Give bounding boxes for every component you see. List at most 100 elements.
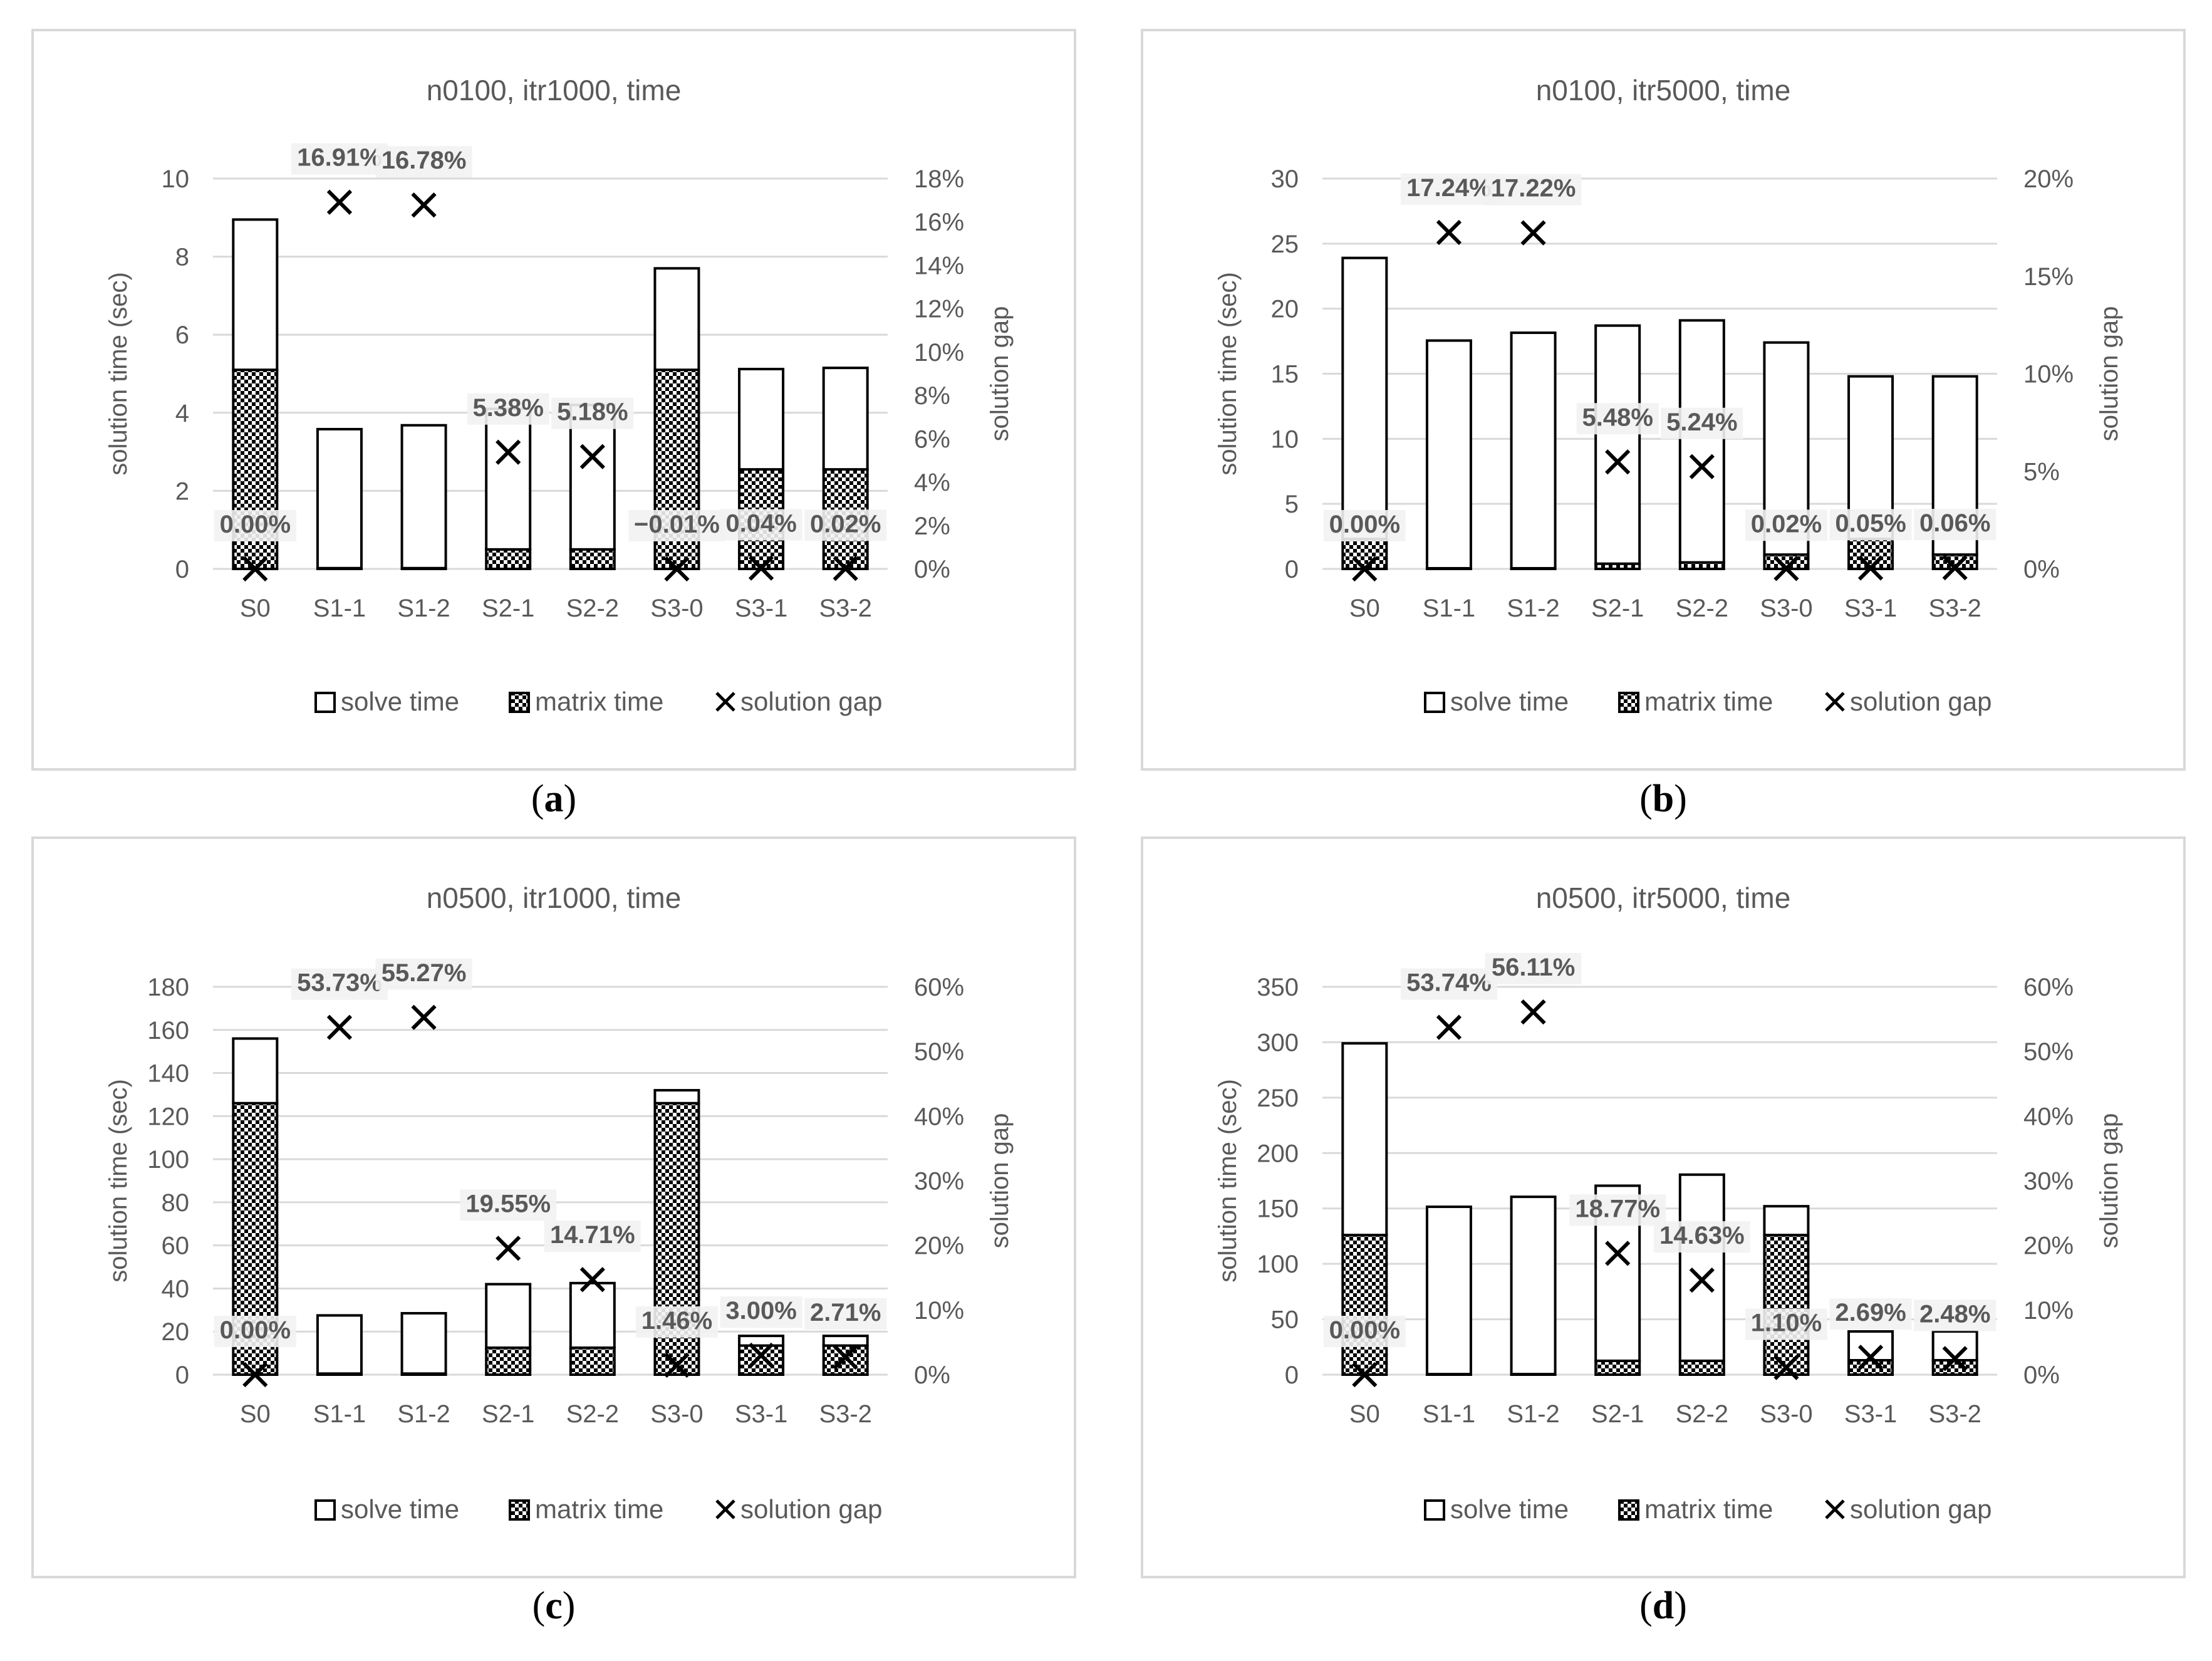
y-tick-label: 140 bbox=[147, 1060, 189, 1088]
legend-matrix-label: matrix time bbox=[1644, 1494, 1773, 1524]
gap-data-label: 5.24% bbox=[1666, 409, 1737, 436]
y2-tick-label: 0% bbox=[2023, 1362, 2060, 1389]
x-tick-label: S1-1 bbox=[1423, 595, 1476, 622]
legend-solve-swatch bbox=[314, 1499, 336, 1521]
bar-matrix-time bbox=[1594, 1359, 1641, 1376]
gap-marker bbox=[833, 1344, 858, 1370]
gap-data-label: 0.00% bbox=[220, 1316, 291, 1344]
bar-solve-time bbox=[653, 1089, 700, 1105]
legend-matrix-label: matrix time bbox=[535, 1494, 663, 1524]
y-tick-label: 0 bbox=[1285, 556, 1299, 583]
y2-tick-label: 5% bbox=[2023, 458, 2060, 486]
x-tick-label: S3-2 bbox=[819, 595, 872, 622]
y2-axis-title: solution gap bbox=[2095, 306, 2123, 442]
y2-tick-label: 50% bbox=[2023, 1038, 2074, 1066]
x-tick-label: S3-0 bbox=[650, 1400, 704, 1428]
y2-tick-label: 30% bbox=[2023, 1168, 2074, 1195]
chart-title: n0100, itr1000, time bbox=[427, 74, 682, 107]
y2-tick-label: 50% bbox=[914, 1038, 964, 1066]
caption-open-paren: ( bbox=[532, 1585, 546, 1627]
y-tick-label: 200 bbox=[1257, 1140, 1299, 1167]
gap-marker bbox=[1436, 219, 1462, 246]
x-tick-label: S2-1 bbox=[482, 595, 535, 622]
gap-marker bbox=[833, 556, 858, 581]
x-tick-label: S2-1 bbox=[482, 1400, 535, 1428]
legend-solve-label: solve time bbox=[341, 1494, 459, 1524]
caption-close-paren: ) bbox=[563, 1585, 576, 1627]
legend-gap-marker bbox=[715, 1499, 735, 1519]
y2-axis-title: solution gap bbox=[986, 1113, 1014, 1249]
gap-data-label: 14.71% bbox=[550, 1221, 635, 1249]
gap-label-box bbox=[1323, 1316, 1406, 1347]
legend-matrix-label: matrix time bbox=[1644, 687, 1773, 716]
gap-label-box bbox=[467, 393, 549, 425]
bar-matrix-time bbox=[738, 1344, 785, 1376]
x-tick-label: S3-0 bbox=[1760, 595, 1813, 622]
x-tick-label: S3-2 bbox=[1928, 595, 1981, 622]
gap-label-box bbox=[1745, 1308, 1827, 1340]
x-tick-label: S3-2 bbox=[1928, 1400, 1981, 1428]
gap-marker bbox=[1942, 1346, 1968, 1372]
gap-label-box bbox=[1653, 1221, 1750, 1253]
x-tick-label: S2-2 bbox=[566, 595, 620, 622]
bar-solve-time bbox=[400, 1311, 447, 1375]
y2-tick-label: 0% bbox=[914, 1362, 950, 1389]
gap-data-label: 2.69% bbox=[1835, 1299, 1906, 1326]
x-tick-label: S1-2 bbox=[1507, 1400, 1560, 1428]
y2-tick-label: 20% bbox=[2023, 1232, 2074, 1260]
bar-solve-time bbox=[1594, 324, 1641, 565]
gap-marker bbox=[496, 439, 521, 465]
gap-label-box bbox=[720, 509, 802, 541]
caption-open-paren: ( bbox=[1639, 1585, 1653, 1627]
legend-gap-marker bbox=[1825, 1499, 1845, 1519]
y2-axis-title: solution gap bbox=[2095, 1113, 2123, 1249]
gap-label-box bbox=[544, 1221, 641, 1252]
y-tick-label: 180 bbox=[147, 974, 189, 1001]
gap-marker bbox=[1520, 220, 1546, 246]
bar-solve-time bbox=[738, 1335, 785, 1347]
y-tick-label: 120 bbox=[147, 1103, 189, 1130]
legend-gap-label: solution gap bbox=[740, 1494, 883, 1524]
gap-label-box bbox=[375, 146, 472, 178]
caption-open-paren: ( bbox=[1639, 778, 1653, 820]
legend-gap-marker bbox=[715, 692, 735, 712]
y2-tick-label: 4% bbox=[914, 469, 950, 497]
bar-matrix-time bbox=[1931, 1359, 1978, 1376]
gap-label-box bbox=[1569, 1194, 1666, 1226]
bar-matrix-time bbox=[1341, 1234, 1388, 1377]
legend-solve-label: solve time bbox=[1450, 687, 1569, 716]
gap-label-box bbox=[214, 1316, 296, 1347]
y-axis-title: solution time (sec) bbox=[1214, 1079, 1242, 1283]
gap-data-label: 17.24% bbox=[1406, 174, 1492, 202]
y2-tick-label: 60% bbox=[2023, 974, 2074, 1001]
y-tick-label: 60 bbox=[162, 1232, 190, 1260]
gap-label-box bbox=[804, 1298, 887, 1330]
gap-marker bbox=[664, 556, 690, 582]
gap-label-box bbox=[291, 968, 388, 1000]
chart-title: n0500, itr5000, time bbox=[1536, 882, 1791, 914]
panel-caption: (b) bbox=[1639, 778, 1687, 820]
bar-solve-time bbox=[232, 1037, 279, 1105]
x-tick-label: S2-2 bbox=[1676, 1400, 1729, 1428]
x-tick-label: S0 bbox=[1349, 595, 1380, 622]
gap-marker bbox=[326, 1014, 353, 1040]
gap-label-box bbox=[1914, 1299, 1997, 1331]
y2-tick-label: 10% bbox=[914, 1297, 964, 1325]
gap-data-label: 16.78% bbox=[382, 147, 467, 174]
chart-panel-a: n0100, itr1000, time 0 2 4 6 8 10 0% 2% 4% 6% 8% 10%… bbox=[31, 29, 1076, 820]
y-tick-label: 100 bbox=[147, 1146, 189, 1174]
y2-tick-label: 15% bbox=[2023, 263, 2074, 291]
legend-solve-label: solve time bbox=[341, 687, 459, 716]
gap-data-label: 18.77% bbox=[1575, 1195, 1660, 1222]
bar-solve-time bbox=[569, 1281, 616, 1350]
y-tick-label: 0 bbox=[1285, 1362, 1299, 1389]
gap-marker bbox=[242, 1362, 268, 1388]
gap-data-label: 17.22% bbox=[1491, 175, 1576, 202]
y2-tick-label: 12% bbox=[914, 296, 964, 323]
gap-label-box bbox=[1829, 1298, 1912, 1330]
gap-label-box bbox=[635, 1306, 718, 1338]
y2-tick-label: 10% bbox=[2023, 361, 2074, 388]
bar-solve-time bbox=[1931, 1330, 1978, 1362]
y2-tick-label: 14% bbox=[914, 252, 964, 279]
gap-data-label: 1.10% bbox=[1751, 1310, 1822, 1337]
